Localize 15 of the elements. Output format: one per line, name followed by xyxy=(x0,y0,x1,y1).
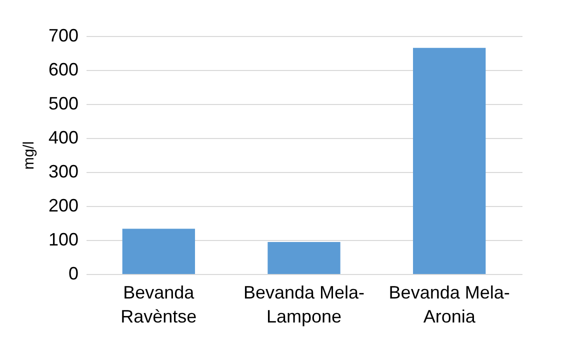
y-tick-label: 700 xyxy=(48,26,78,46)
y-tick-label: 600 xyxy=(48,60,78,80)
bar xyxy=(413,48,486,274)
bar xyxy=(122,228,195,274)
y-tick-label: 300 xyxy=(48,162,78,182)
y-tick-label: 0 xyxy=(68,264,78,284)
bar xyxy=(268,242,340,274)
x-tick-label: Bevanda Mela-Lampone xyxy=(243,282,365,326)
y-axis-title: mg/l xyxy=(20,141,38,170)
y-tick-label: 100 xyxy=(48,230,78,250)
y-tick-label: 400 xyxy=(48,128,78,148)
y-tick-label: 200 xyxy=(48,196,78,216)
y-tick-label: 500 xyxy=(48,94,78,114)
x-tick-label: Bevanda Mela-Aronia xyxy=(388,282,510,326)
x-tick-label: Bevanda Ravèntse xyxy=(120,282,197,326)
